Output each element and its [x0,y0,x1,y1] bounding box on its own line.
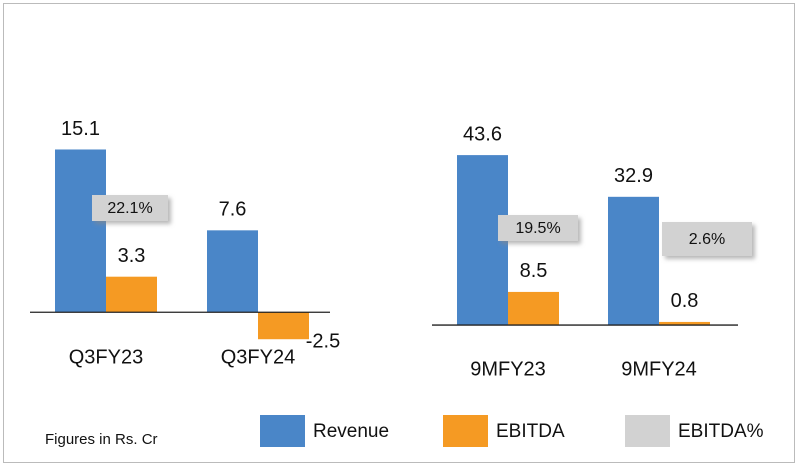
bar [55,149,106,313]
legend-label: EBITDA% [678,421,764,442]
data-label: 32.9 [614,165,653,187]
x-tick-label: Q3FY23 [69,346,143,368]
data-label: 0.8 [671,290,699,312]
percent-label: 2.6% [689,231,725,248]
legend-swatch [443,415,488,447]
frame [3,3,795,463]
data-label: 43.6 [463,123,502,145]
bar [659,321,710,326]
x-tick-label: Q3FY24 [221,346,295,368]
percent-box [662,222,752,256]
legend-swatch [260,415,305,447]
footnote: Figures in Rs. Cr [45,431,158,448]
percent-box [498,215,578,241]
bar [106,276,157,313]
data-label: -2.5 [306,331,340,353]
bar [508,291,559,326]
legend-label: Revenue [313,421,389,442]
data-label: 7.6 [219,199,247,221]
data-label: 8.5 [520,260,548,282]
x-tick-label: 9MFY24 [621,358,697,380]
bar [608,196,659,326]
percent-box [92,195,168,221]
legend-label: EBITDA [496,421,565,442]
data-label: 3.3 [118,245,146,267]
data-label: 15.1 [61,118,100,140]
x-tick-label: 9MFY23 [470,358,546,380]
percent-label: 19.5% [515,220,560,237]
bar [207,230,258,313]
bar [258,312,309,340]
legend-swatch [625,415,670,447]
percent-label: 22.1% [107,200,152,217]
